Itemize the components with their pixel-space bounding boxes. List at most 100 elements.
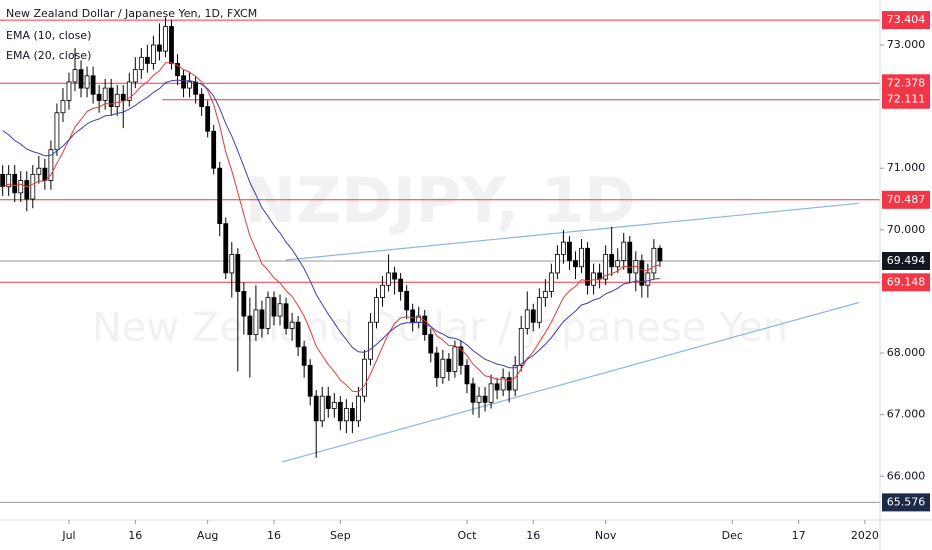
candle-body: [223, 223, 229, 274]
level-label: 72.378: [887, 76, 926, 89]
candle-body: [615, 260, 621, 268]
candle-body: [247, 315, 253, 335]
candle-body: [36, 167, 42, 175]
legend-entry: EMA (20, close): [6, 49, 91, 62]
candle-body: [488, 383, 494, 403]
level-label-box: [882, 251, 930, 270]
candle-body: [585, 247, 590, 286]
y-tick-label: 68.000: [887, 346, 926, 359]
candle-body: [114, 93, 120, 107]
candle-body: [524, 309, 530, 329]
candle-body: [84, 75, 90, 89]
candle-body: [54, 112, 60, 151]
level-label: 72.111: [887, 93, 926, 106]
candle-body: [144, 56, 150, 64]
candle-body: [452, 346, 458, 372]
candle-body: [374, 297, 379, 323]
candle-body: [476, 395, 482, 403]
candle-body: [241, 291, 247, 317]
plot-area: [0, 17, 880, 503]
trendline: [281, 301, 860, 463]
candle-body: [470, 383, 476, 403]
candle-body: [410, 309, 416, 323]
candle-body: [295, 321, 301, 348]
chart-title: New Zealand Dollar / Japanese Yen, 1D, F…: [6, 7, 257, 20]
candle-body: [440, 358, 446, 379]
watermark-symbol: NZDJPY, 1D: [244, 164, 635, 237]
candle-body: [6, 173, 12, 188]
candle-body: [319, 395, 325, 422]
candle-body: [591, 272, 596, 286]
x-tick-label: 16: [526, 529, 540, 542]
candle-body: [609, 254, 615, 268]
candle-body: [506, 377, 512, 391]
y-tick-label: 67.000: [887, 408, 926, 421]
candle-body: [24, 180, 30, 200]
candle-body: [12, 173, 18, 194]
x-tick-label: Nov: [595, 529, 617, 542]
x-tick-label: Jul: [61, 529, 75, 542]
candle-body: [96, 93, 102, 101]
candle-body: [404, 291, 410, 311]
x-tick-label: Dec: [722, 529, 743, 542]
candle-body: [362, 358, 367, 397]
candle-body: [392, 272, 397, 280]
trendline: [285, 202, 859, 261]
candle-body: [277, 303, 283, 317]
candle-body: [579, 247, 584, 268]
candle-body: [48, 149, 54, 181]
candle-body: [151, 44, 156, 64]
candle-body: [434, 352, 440, 379]
ema-line: [2, 79, 660, 369]
candle-body: [645, 272, 651, 286]
level-label: 73.404: [887, 13, 926, 26]
candle-body: [651, 247, 657, 274]
candle-body: [78, 69, 84, 89]
candle-body: [102, 87, 108, 101]
candle-body: [0, 173, 6, 188]
candle-body: [72, 69, 78, 83]
ema-line: [2, 62, 661, 393]
level-label-box: [882, 493, 930, 512]
candle-body: [561, 241, 566, 255]
candle-body: [313, 395, 319, 422]
candle-body: [518, 327, 524, 366]
candle-body: [555, 254, 560, 274]
candle-body: [422, 315, 428, 335]
level-label-box: [882, 90, 930, 109]
candle-body: [66, 81, 72, 101]
level-label: 65.576: [887, 495, 926, 508]
candle-body: [639, 260, 645, 286]
candle-body: [428, 334, 434, 354]
x-tick-label: Sep: [330, 529, 351, 542]
candle-body: [211, 130, 217, 169]
axes: 66.000 67.000 68.000 70.000 71.000 73.000 Jul 1…: [61, 11, 930, 542]
candle-body: [368, 321, 373, 360]
candle-body: [199, 93, 205, 107]
candle-body: [187, 81, 192, 89]
level-label-box: [882, 273, 930, 292]
candle-body: [331, 401, 337, 409]
candle-body: [120, 93, 126, 101]
level-label: 70.487: [887, 193, 926, 206]
candle-body: [325, 395, 331, 409]
candle-body: [482, 395, 488, 403]
candle-body: [542, 291, 548, 298]
level-label-box: [882, 11, 930, 30]
candle-body: [217, 167, 223, 225]
level-label: 69.148: [887, 275, 926, 288]
x-tick-label: Oct: [457, 529, 477, 542]
y-tick-label: 71.000: [887, 161, 926, 174]
level-label-box: [882, 190, 930, 209]
candle-body: [307, 364, 313, 397]
candle-body: [458, 346, 464, 366]
candle-body: [30, 173, 36, 200]
candle-body: [18, 180, 24, 194]
candle-body: [90, 75, 96, 95]
y-tick-label: 70.000: [887, 223, 926, 236]
candle-body: [337, 401, 343, 422]
candle-body: [108, 87, 114, 107]
